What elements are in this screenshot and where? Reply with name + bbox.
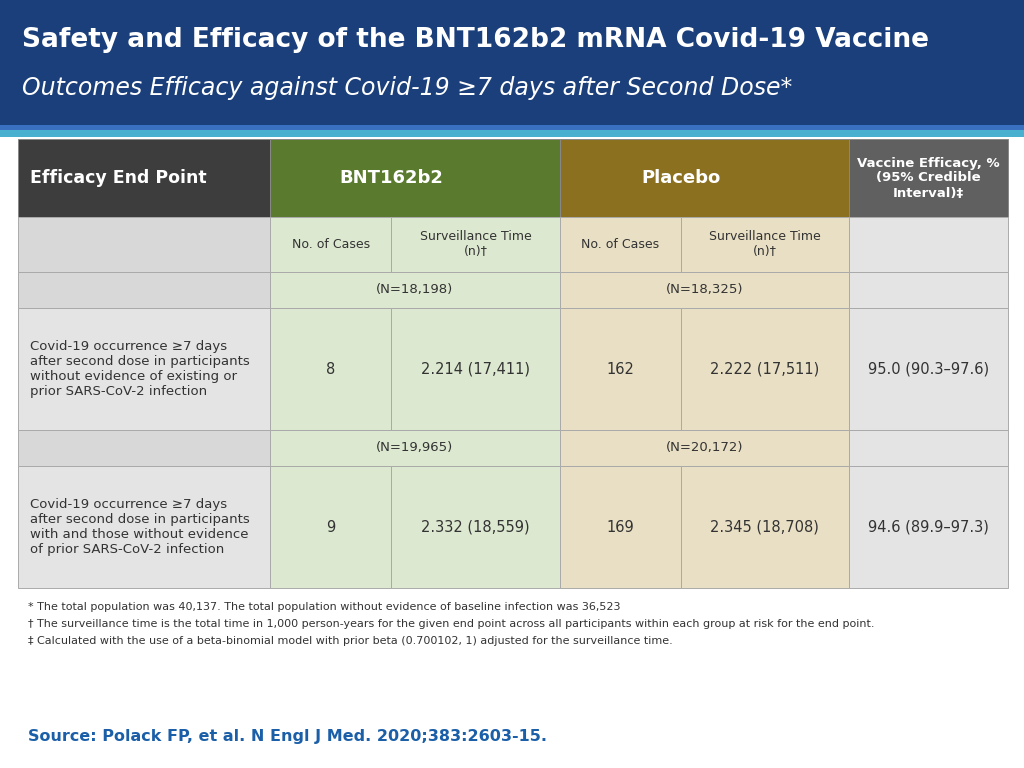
Bar xyxy=(18,272,270,308)
Bar xyxy=(560,139,849,217)
Text: 2.345 (18,708): 2.345 (18,708) xyxy=(711,519,819,535)
Bar xyxy=(18,217,270,272)
Text: Covid-19 occurrence ≥7 days
after second dose in participants
with and those wit: Covid-19 occurrence ≥7 days after second… xyxy=(30,498,250,556)
Bar xyxy=(560,217,681,272)
Text: Placebo: Placebo xyxy=(641,169,720,187)
Bar xyxy=(0,125,1024,130)
Bar xyxy=(560,430,681,466)
Bar xyxy=(849,308,1008,430)
Bar xyxy=(560,272,849,308)
Text: 94.6 (89.9–97.3): 94.6 (89.9–97.3) xyxy=(868,519,989,535)
Bar xyxy=(0,0,1024,130)
Bar xyxy=(681,430,849,466)
Bar xyxy=(270,272,560,308)
Bar xyxy=(560,308,681,430)
Text: 95.0 (90.3–97.6): 95.0 (90.3–97.6) xyxy=(868,362,989,376)
Bar xyxy=(270,272,391,308)
Text: Safety and Efficacy of the BNT162b2 mRNA Covid-19 Vaccine: Safety and Efficacy of the BNT162b2 mRNA… xyxy=(22,27,929,53)
Bar xyxy=(270,139,560,217)
Bar xyxy=(849,139,1008,217)
Text: (N=19,965): (N=19,965) xyxy=(377,442,454,455)
Text: * The total population was 40,137. The total population without evidence of base: * The total population was 40,137. The t… xyxy=(28,602,621,612)
Bar xyxy=(681,217,849,272)
Text: 2.332 (18,559): 2.332 (18,559) xyxy=(421,519,529,535)
Bar xyxy=(681,272,849,308)
Text: Vaccine Efficacy, %
(95% Credible
Interval)‡: Vaccine Efficacy, % (95% Credible Interv… xyxy=(857,157,999,200)
Text: 2.222 (17,511): 2.222 (17,511) xyxy=(711,362,819,376)
Text: Surveillance Time
(n)†: Surveillance Time (n)† xyxy=(709,230,820,259)
Bar xyxy=(18,430,270,466)
Bar xyxy=(270,308,391,430)
Bar xyxy=(849,272,1008,308)
Bar xyxy=(270,217,391,272)
Text: (N=18,325): (N=18,325) xyxy=(666,283,743,296)
Text: 9: 9 xyxy=(326,519,335,535)
Text: 2.214 (17,411): 2.214 (17,411) xyxy=(421,362,529,376)
Text: Surveillance Time
(n)†: Surveillance Time (n)† xyxy=(420,230,531,259)
Bar xyxy=(18,308,270,430)
Bar xyxy=(849,466,1008,588)
Text: 169: 169 xyxy=(606,519,634,535)
Bar xyxy=(270,430,391,466)
Text: (N=20,172): (N=20,172) xyxy=(666,442,743,455)
Text: ‡ Calculated with the use of a beta-binomial model with prior beta (0.700102, 1): ‡ Calculated with the use of a beta-bino… xyxy=(28,636,673,646)
Bar xyxy=(560,272,681,308)
Text: Source: Polack FP, et al. N Engl J Med. 2020;383:2603-15.: Source: Polack FP, et al. N Engl J Med. … xyxy=(28,729,547,743)
Bar xyxy=(270,466,391,588)
Text: † The surveillance time is the total time in 1,000 person-years for the given en: † The surveillance time is the total tim… xyxy=(28,619,874,629)
Text: 8: 8 xyxy=(326,362,335,376)
Text: No. of Cases: No. of Cases xyxy=(292,238,370,251)
Text: Covid-19 occurrence ≥7 days
after second dose in participants
without evidence o: Covid-19 occurrence ≥7 days after second… xyxy=(30,340,250,398)
Bar xyxy=(391,272,560,308)
Bar xyxy=(0,130,1024,137)
Bar xyxy=(270,430,560,466)
Bar xyxy=(391,466,560,588)
Bar xyxy=(681,308,849,430)
Bar xyxy=(849,430,1008,466)
Bar xyxy=(391,430,560,466)
Bar xyxy=(560,430,849,466)
Bar xyxy=(681,466,849,588)
Bar xyxy=(18,139,270,217)
Text: No. of Cases: No. of Cases xyxy=(581,238,659,251)
Text: (N=18,198): (N=18,198) xyxy=(377,283,454,296)
Text: Efficacy End Point: Efficacy End Point xyxy=(30,169,207,187)
Text: Outcomes Efficacy against Covid-19 ≥7 days after Second Dose*: Outcomes Efficacy against Covid-19 ≥7 da… xyxy=(22,76,793,100)
Bar xyxy=(18,466,270,588)
Text: BNT162b2: BNT162b2 xyxy=(339,169,443,187)
Bar xyxy=(391,308,560,430)
Bar xyxy=(560,466,681,588)
Bar xyxy=(849,217,1008,272)
Text: 162: 162 xyxy=(606,362,634,376)
Bar xyxy=(391,217,560,272)
